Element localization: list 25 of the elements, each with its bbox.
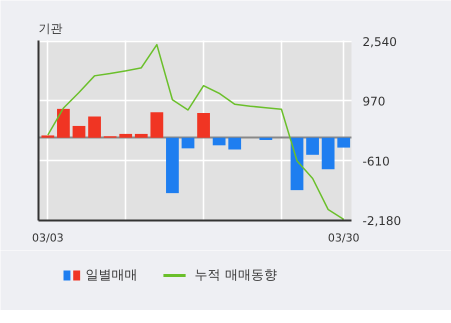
bar: [166, 138, 179, 194]
legend-label: 일별매매: [86, 268, 138, 283]
chart-title: 기관: [38, 22, 62, 36]
bar: [88, 116, 101, 138]
x-tick-label: 03/30: [328, 232, 360, 244]
line-series: [47, 44, 344, 220]
bar: [228, 138, 242, 150]
bar: [212, 138, 226, 146]
bar: [182, 138, 194, 148]
y-tick-label: 2,540: [362, 34, 397, 49]
bar: [290, 138, 304, 190]
bar: [150, 112, 164, 138]
bar: [322, 138, 335, 170]
x-tick-label: 03/03: [32, 232, 64, 244]
legend-label: 누적 매매동향: [194, 268, 277, 283]
bar: [306, 138, 319, 155]
bar: [72, 126, 86, 138]
bar: [197, 113, 210, 138]
bar: [119, 134, 132, 138]
bar: [134, 134, 148, 138]
y-tick-label: -2,180: [362, 214, 402, 228]
y-tick-label: -610: [362, 154, 390, 168]
bar: [57, 108, 70, 138]
bar: [337, 138, 350, 148]
y-tick-label: 970: [362, 94, 386, 108]
